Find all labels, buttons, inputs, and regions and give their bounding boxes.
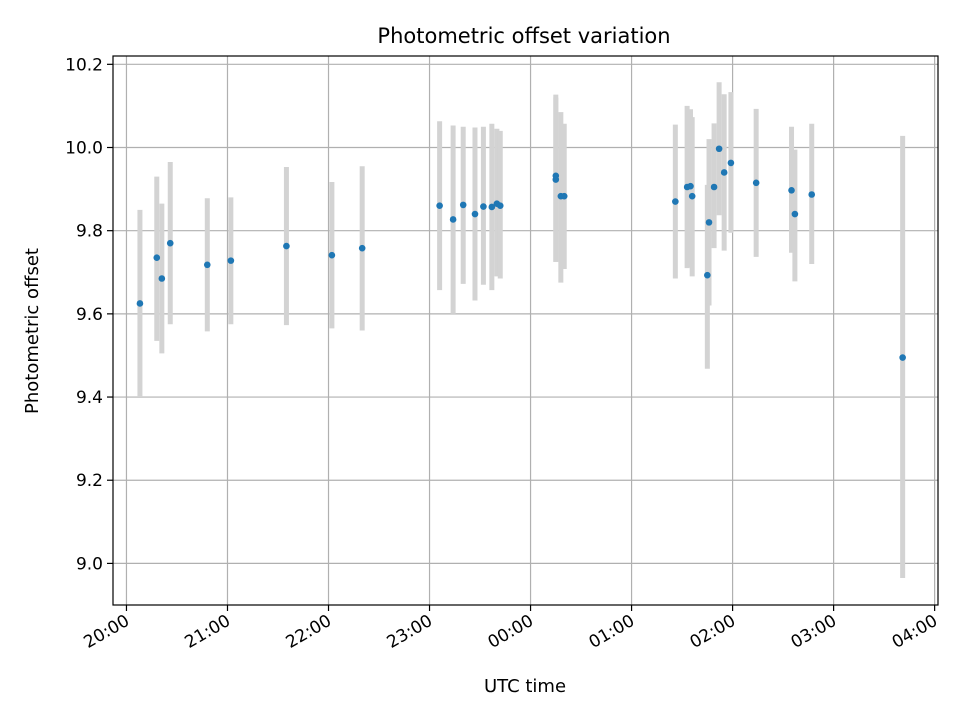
y-axis: 9.0 9.2 9.4 9.6 9.8 10.0 10.2	[65, 55, 113, 574]
data-point	[899, 354, 906, 361]
data-point	[158, 275, 166, 282]
data-point	[560, 192, 568, 200]
data-point	[488, 203, 496, 211]
data-point	[166, 239, 174, 247]
data-point	[358, 244, 366, 252]
data-point	[496, 202, 504, 210]
data-point	[153, 254, 161, 262]
data-point	[710, 183, 718, 191]
data-points	[136, 145, 906, 361]
data-point	[788, 187, 795, 194]
data-point	[436, 202, 443, 210]
chart-title: Photometric offset variation	[377, 24, 670, 48]
data-point	[552, 176, 560, 183]
x-axis-title: UTC time	[484, 676, 566, 697]
data-point	[672, 198, 679, 205]
data-point	[480, 203, 487, 210]
y-tick-label: 9.2	[76, 471, 103, 491]
data-point	[727, 159, 735, 167]
data-point	[752, 179, 760, 187]
y-tick-label: 9.4	[76, 388, 103, 408]
grid	[113, 56, 938, 605]
data-point	[227, 257, 235, 264]
y-tick-label: 10.2	[65, 55, 103, 75]
data-point	[328, 251, 336, 259]
data-point	[203, 261, 211, 269]
data-point	[791, 210, 799, 218]
data-point	[136, 300, 144, 307]
data-point	[449, 216, 457, 223]
data-point	[459, 201, 467, 209]
plot-area-frame	[112, 55, 939, 606]
data-point	[720, 169, 728, 176]
data-point	[688, 192, 696, 200]
data-point	[704, 271, 711, 279]
y-tick-label: 9.6	[76, 305, 103, 325]
data-point	[471, 210, 479, 218]
data-point	[283, 242, 290, 250]
data-point	[808, 191, 816, 198]
data-point	[715, 145, 723, 153]
y-axis-title: Photometric offset	[22, 248, 43, 414]
y-tick-label: 10.0	[65, 139, 103, 159]
y-tick-label: 9.8	[76, 222, 103, 242]
y-tick-label: 9.0	[76, 554, 103, 574]
data-point	[705, 219, 713, 226]
data-point	[687, 182, 694, 190]
